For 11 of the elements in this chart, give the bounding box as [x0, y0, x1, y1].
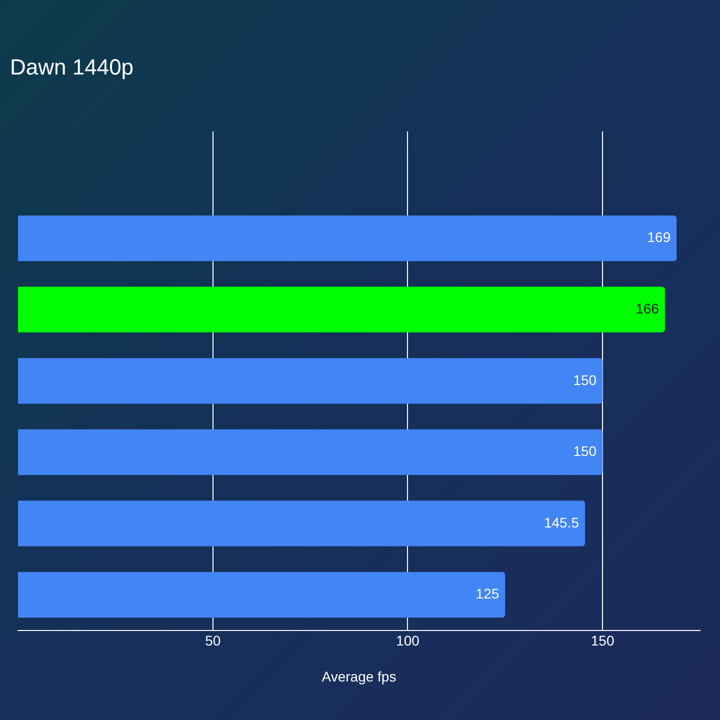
x-tick-label: 50	[205, 632, 221, 649]
x-tick-label: 100	[396, 632, 420, 649]
x-tick-label: 150	[590, 632, 614, 649]
data-label: 169	[647, 229, 671, 246]
data-label: 150	[573, 372, 597, 388]
data-label: 125	[476, 586, 500, 602]
x-axis-title: Average fps	[322, 668, 396, 684]
data-label: 166	[636, 300, 660, 316]
data-label: 150	[573, 443, 597, 460]
data-label: 145.5	[544, 514, 580, 530]
chart-title: Dawn 1440p	[10, 54, 134, 80]
